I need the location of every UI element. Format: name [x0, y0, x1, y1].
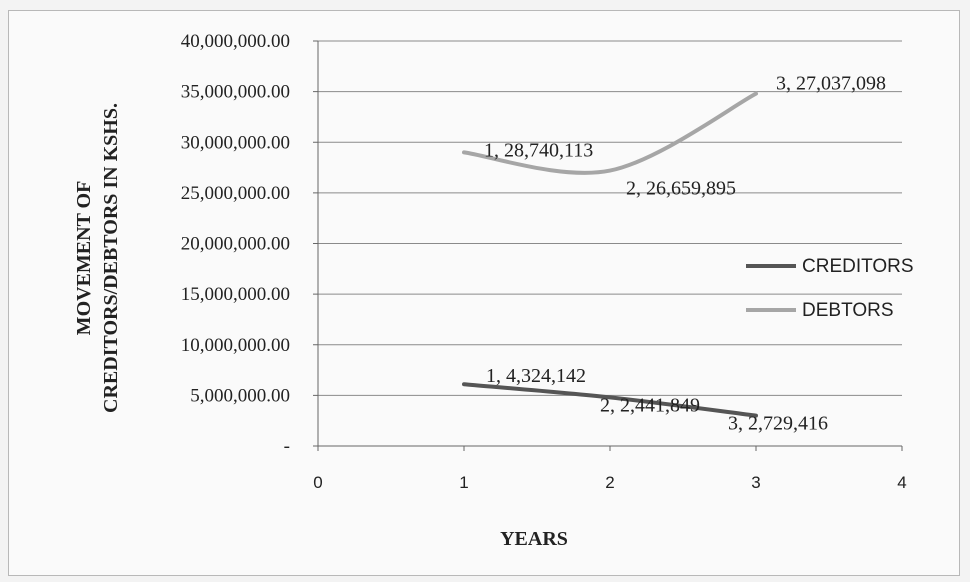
grid-lines	[318, 40, 902, 396]
y-tick-label: 10,000,000.00	[181, 335, 290, 356]
y-axis-title-line-1: MOVEMENT OF	[73, 181, 95, 336]
x-tick-label: 1	[459, 473, 468, 492]
creditors-data-label: 3, 2,729,416	[728, 413, 828, 435]
y-axis-title: MOVEMENT OF CREDITORS/DEBTORS IN KSHS.	[73, 103, 122, 413]
y-tick-label: 25,000,000.00	[181, 183, 290, 204]
x-tick-label: 2	[605, 473, 614, 492]
x-axis-tick-labels: 0 1 2 3 4	[313, 473, 906, 492]
x-tick-label: 0	[313, 473, 322, 492]
debtors-data-label: 3, 27,037,098	[776, 73, 886, 95]
x-axis-title: YEARS	[500, 528, 568, 550]
x-tick-label: 4	[897, 473, 906, 492]
creditors-series-line	[462, 382, 758, 418]
debtors-series-line	[462, 91, 758, 175]
creditors-data-label: 1, 4,324,142	[486, 365, 586, 387]
legend-label-creditors: CREDITORS	[802, 256, 914, 277]
debtors-data-label: 1, 28,740,113	[484, 139, 593, 161]
y-tick-label: 15,000,000.00	[181, 284, 290, 305]
y-tick-label: 5,000,000.00	[190, 385, 290, 406]
axes	[313, 40, 903, 451]
series-lines	[462, 91, 758, 418]
y-tick-label: 30,000,000.00	[181, 132, 290, 153]
y-tick-label: 20,000,000.00	[181, 234, 290, 255]
x-tick-label: 3	[751, 473, 760, 492]
y-tick-label: -	[284, 436, 290, 457]
y-axis-tick-labels: - 5,000,000.00 10,000,000.00 15,000,000.00 2…	[181, 31, 290, 457]
y-tick-label: 35,000,000.00	[181, 82, 290, 103]
creditors-data-label: 2, 2,441,849	[600, 394, 700, 416]
legend: CREDITORS DEBTORS	[746, 256, 914, 321]
y-tick-label: 40,000,000.00	[181, 31, 290, 52]
data-labels: 1, 4,324,142 2, 2,441,849 3, 2,729,416 1, 2…	[484, 73, 886, 435]
legend-label-debtors: DEBTORS	[802, 300, 894, 321]
debtors-data-label: 2, 26,659,895	[626, 178, 736, 200]
chart-frame	[8, 10, 960, 576]
y-axis-title-line-2: CREDITORS/DEBTORS IN KSHS.	[100, 103, 122, 413]
